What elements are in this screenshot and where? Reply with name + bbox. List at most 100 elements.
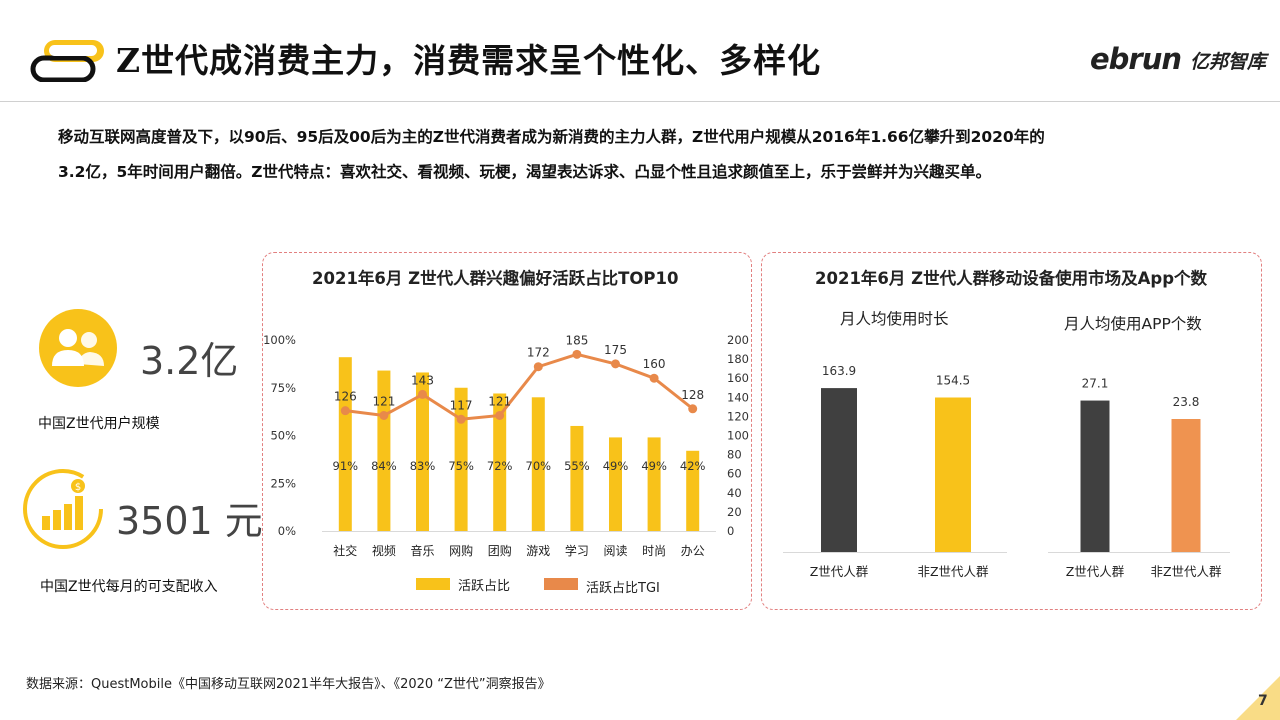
- bar-data-label: 27.1: [1082, 377, 1109, 391]
- bar: [935, 397, 971, 552]
- y-right-tick-label: 120: [727, 409, 749, 423]
- bar-data-label: 70%: [526, 459, 552, 473]
- header-divider: [0, 101, 1280, 102]
- data-source-note: 数据来源：QuestMobile《中国移动互联网2021半年大报告》、《2020…: [26, 677, 551, 692]
- bar: [1080, 400, 1110, 552]
- bar-active-share: [531, 397, 545, 531]
- tgi-point: [495, 410, 505, 420]
- y-right-tick-label: 160: [727, 371, 749, 385]
- page-corner-triangle: [1236, 676, 1280, 720]
- bar-data-label: 55%: [564, 459, 590, 473]
- tgi-point: [688, 404, 698, 414]
- bar-data-label: 42%: [680, 459, 706, 473]
- x-tick-label: Z世代人群: [810, 564, 869, 579]
- tgi-data-label: 117: [450, 398, 473, 412]
- tgi-point: [456, 414, 466, 424]
- x-tick-label: 时尚: [642, 544, 666, 558]
- interest-combo-chart: 0% 25% 50% 75% 100% 0 20 40 60 80 100 120 140 160 180 2…: [263, 333, 749, 558]
- intro-line-2: 3.2亿，5年时间用户翻倍。Z世代特点：喜欢社交、看视频、玩梗，渴望表达诉求、凸…: [58, 163, 991, 181]
- tgi-point: [533, 362, 543, 372]
- tgi-point: [611, 359, 620, 369]
- y-left-tick-label: 50%: [270, 429, 296, 443]
- bar-data-label: 23.8: [1173, 395, 1200, 409]
- bar-data-label: 49%: [641, 459, 667, 473]
- y-right-tick-label: 180: [727, 352, 749, 366]
- x-tick-label: 游戏: [526, 544, 550, 558]
- bar-active-share: [454, 387, 468, 531]
- x-tick-label: 团购: [488, 543, 512, 558]
- x-tick-label: 学习: [565, 543, 589, 558]
- page-title: Z世代成消费主力，消费需求呈个性化、多样化: [116, 41, 822, 80]
- bar-data-label: 154.5: [936, 374, 970, 388]
- bar: [821, 388, 857, 552]
- y-right-tick-label: 20: [727, 505, 742, 519]
- legend-label-tgi: 活跃占比TGI: [586, 581, 660, 596]
- x-tick-label: 非Z世代人群: [1150, 564, 1222, 579]
- device-chart-title: 2021年6月 Z世代人群移动设备使用市场及App个数: [815, 269, 1208, 288]
- bar-active-share: [338, 357, 352, 531]
- device-chart-panel: [761, 252, 1262, 610]
- tgi-data-label: 143: [411, 373, 434, 387]
- usage-time-subtitle: 月人均使用时长: [840, 310, 949, 328]
- tgi-line: [345, 352, 694, 421]
- x-tick-label: 网购: [449, 543, 473, 558]
- y-right-tick-label: 40: [727, 486, 742, 500]
- interest-chart-panel: [262, 252, 752, 610]
- stat-income-label: 中国Z世代每月的可支配收入: [40, 579, 218, 595]
- y-left-tick-label: 75%: [270, 381, 296, 395]
- y-right-tick-label: 140: [727, 390, 749, 404]
- income-growth-icon: $: [22, 468, 104, 550]
- tgi-point: [379, 410, 389, 420]
- y-right-tick-label: 200: [727, 333, 749, 347]
- bar-data-label: 91%: [333, 459, 359, 473]
- tgi-data-label: 160: [643, 357, 666, 371]
- bar-data-label: 84%: [371, 459, 397, 473]
- x-tick-label: 办公: [681, 543, 705, 558]
- bar-data-label: 83%: [410, 459, 436, 473]
- svg-text:$: $: [75, 482, 81, 493]
- y-left-tick-label: 0%: [278, 524, 296, 538]
- tgi-point: [572, 349, 582, 359]
- y-right-tick-label: 0: [727, 524, 734, 538]
- logo-mark: [30, 38, 108, 83]
- tgi-point: [649, 373, 659, 383]
- intro-line-1: 移动互联网高度普及下，以90后、95后及00后为主的Z世代消费者成为新消费的主力…: [58, 128, 1045, 146]
- y-right-tick-label: 100: [727, 429, 749, 443]
- bar-data-label: 163.9: [822, 364, 856, 378]
- bar: [1171, 419, 1201, 552]
- usage-time-bar-chart: 163.9 Z世代人群 154.5 非Z世代人群: [783, 364, 1007, 579]
- tgi-point: [340, 406, 350, 416]
- x-tick-label: 非Z世代人群: [917, 564, 989, 579]
- legend-swatch-active-share: [416, 578, 450, 590]
- bar-active-share: [570, 425, 584, 531]
- stat-user-scale-value: 3.2亿: [140, 339, 239, 383]
- tgi-data-label: 185: [565, 333, 588, 347]
- bar-active-share: [609, 437, 622, 531]
- bar-data-label: 49%: [603, 459, 629, 473]
- bar-active-share: [647, 437, 661, 531]
- legend-swatch-tgi: [544, 578, 578, 590]
- tgi-data-label: 126: [334, 390, 357, 404]
- bar-active-share: [377, 370, 391, 531]
- tgi-point: [418, 389, 427, 399]
- x-tick-label: 阅读: [603, 544, 627, 558]
- y-left-tick-label: 100%: [263, 333, 296, 347]
- page-number: 7: [1258, 693, 1268, 709]
- users-icon: [38, 308, 118, 388]
- bar-active-share: [686, 450, 700, 531]
- y-right-tick-label: 60: [727, 467, 742, 481]
- stat-income-value: 3501 元: [116, 499, 263, 543]
- tgi-data-label: 121: [372, 394, 395, 408]
- tgi-data-label: 172: [527, 346, 550, 360]
- bar-data-label: 75%: [448, 459, 474, 473]
- legend-label-active-share: 活跃占比: [458, 579, 511, 594]
- brand-logo-cn: 亿邦智库: [1190, 51, 1267, 73]
- app-count-bar-chart: 27.1 Z世代人群 23.8 非Z世代人群: [1048, 377, 1230, 579]
- stat-user-scale-label: 中国Z世代用户规模: [38, 416, 160, 432]
- bar-active-share: [493, 393, 507, 531]
- x-tick-label: Z世代人群: [1066, 564, 1125, 579]
- bar-data-label: 72%: [487, 459, 513, 473]
- interest-chart-title: 2021年6月 Z世代人群兴趣偏好活跃占比TOP10: [312, 269, 679, 288]
- y-left-tick-label: 25%: [270, 476, 296, 490]
- app-count-subtitle: 月人均使用APP个数: [1064, 315, 1202, 333]
